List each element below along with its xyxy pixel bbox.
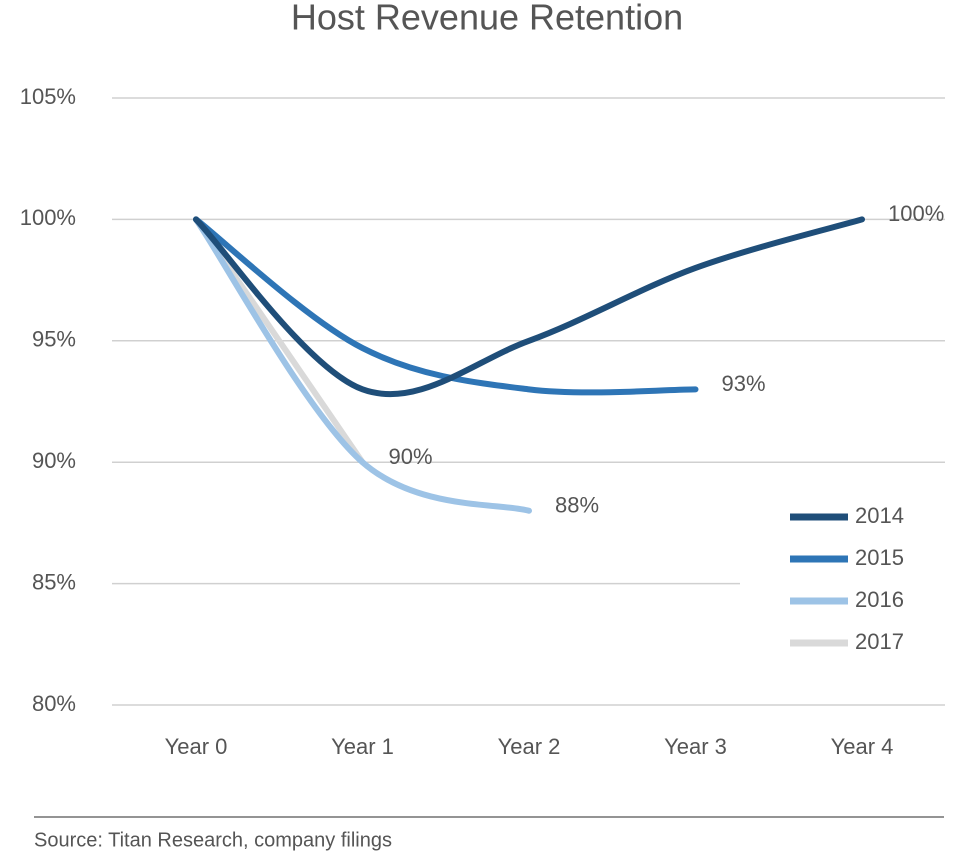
x-tick-label: Year 0: [165, 734, 228, 759]
x-tick-label: Year 4: [831, 734, 894, 759]
y-tick-label: 80%: [32, 691, 76, 716]
chart-title: Host Revenue Retention: [291, 0, 683, 38]
x-tick-label: Year 1: [331, 734, 394, 759]
legend-label: 2015: [855, 545, 904, 570]
x-tick-label: Year 3: [664, 734, 727, 759]
y-tick-label: 90%: [32, 448, 76, 473]
data-label: 90%: [389, 444, 433, 469]
legend-label: 2014: [855, 503, 904, 528]
data-label: 88%: [555, 493, 599, 518]
legend-label: 2016: [855, 587, 904, 612]
legend-background: [740, 492, 945, 667]
y-tick-label: 100%: [20, 205, 76, 230]
source-note: Source: Titan Research, company filings: [34, 829, 392, 851]
series-line: [193, 216, 699, 396]
data-label: 100%: [888, 201, 944, 226]
y-tick-label: 105%: [20, 84, 76, 109]
x-tick-label: Year 2: [498, 734, 561, 759]
data-label: 93%: [722, 371, 766, 396]
y-tick-label: 95%: [32, 327, 76, 352]
y-tick-label: 85%: [32, 569, 76, 594]
legend-label: 2017: [855, 629, 904, 654]
series-line: [193, 216, 865, 398]
series-line: [193, 216, 532, 514]
